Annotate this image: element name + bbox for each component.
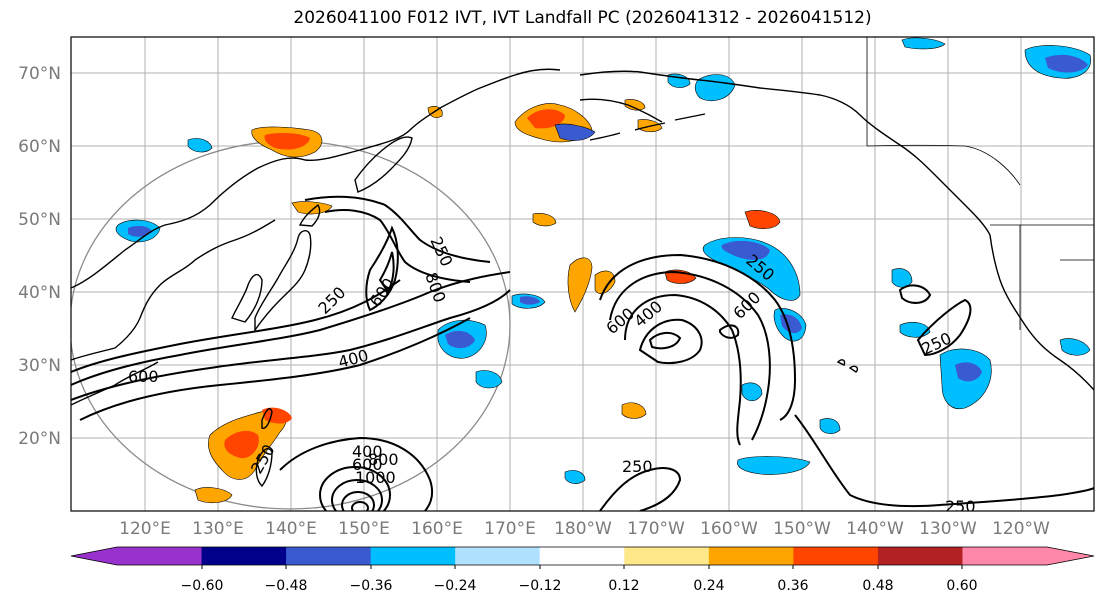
contour-label: 800: [368, 450, 399, 469]
ivt-contours: [71, 195, 1094, 511]
lat-label: 60°N: [18, 137, 61, 157]
colorbar-segment: [962, 547, 1048, 565]
contour-label: 600: [352, 455, 383, 474]
lon-label: 130°W: [919, 519, 977, 539]
longitude-labels: 120°E 130°E 140°E 150°E 160°E 170°E 180°…: [119, 519, 1050, 539]
colorbar-tick-label: 0.24: [693, 578, 724, 594]
contour-label: 600: [128, 367, 159, 386]
colorbar-tick-label: −0.36: [350, 578, 393, 594]
colorbar-labels: −0.60 −0.48 −0.36 −0.24 −0.12 0.12 0.24 …: [181, 578, 978, 594]
contour-label: 250: [945, 497, 976, 516]
lon-label: 160°W: [700, 519, 758, 539]
colorbar-segment: [370, 547, 456, 565]
lon-label: 140°W: [846, 519, 904, 539]
colorbar-tick-label: −0.48: [265, 578, 308, 594]
lon-label: 150°W: [773, 519, 831, 539]
colorbar-segment: [201, 547, 287, 565]
map-content: 250 250 600 400 800 600 400 600 600 250 …: [71, 37, 1094, 516]
ivt-anomaly-fill: [115, 37, 1091, 504]
borders: [866, 37, 1094, 330]
contour-label: 400: [352, 442, 383, 461]
map-frame: [70, 36, 1095, 512]
colorbar-extend-high: [1047, 547, 1094, 565]
colorbar-segment: [793, 547, 879, 565]
colorbar-tick-label: 0.36: [777, 578, 808, 594]
latitude-labels: 70°N 60°N 50°N 40°N 30°N 20°N: [18, 64, 61, 449]
colorbar-extend-low: [71, 547, 117, 565]
colorbar-segment: [286, 547, 372, 565]
colorbar-tick-label: 0.60: [946, 578, 977, 594]
lon-label: 180°W: [554, 519, 612, 539]
lat-label: 50°N: [18, 210, 61, 230]
lon-label: 140°E: [265, 519, 317, 539]
lon-label: 120°E: [119, 519, 171, 539]
colorbar-tick-label: 0.12: [608, 578, 639, 594]
colorbar-segment: [624, 547, 710, 565]
contour-labels: 250 250 600 400 800 600 400 600 600 250 …: [128, 234, 976, 516]
map-title: 2026041100 F012 IVT, IVT Landfall PC (20…: [293, 8, 872, 28]
colorbar: [70, 546, 1095, 569]
colorbar-segment: [455, 547, 541, 565]
colorbar-tick-label: −0.60: [181, 578, 224, 594]
lon-label: 150°E: [338, 519, 390, 539]
colorbar-outline: [70, 546, 1095, 566]
colorbar-tick-label: −0.24: [434, 578, 477, 594]
lat-label: 70°N: [18, 64, 61, 84]
lon-label: 170°W: [627, 519, 685, 539]
lon-label: 160°E: [411, 519, 463, 539]
lat-label: 40°N: [18, 283, 61, 303]
colorbar-segment: [877, 547, 963, 565]
colorbar-segment: [708, 547, 794, 565]
colorbar-segment: [117, 547, 203, 565]
coastlines: [71, 68, 1094, 488]
colorbar-segment: [539, 547, 625, 565]
lon-label: 130°E: [192, 519, 244, 539]
lon-label: 170°E: [484, 519, 536, 539]
contour-label: 250: [622, 457, 653, 476]
colorbar-tick-label: −0.12: [519, 578, 562, 594]
lon-label: 120°W: [992, 519, 1050, 539]
lat-label: 30°N: [18, 356, 61, 376]
lat-label: 20°N: [18, 429, 61, 449]
colorbar-tick-label: 0.48: [862, 578, 893, 594]
contour-label: 1000: [355, 468, 396, 487]
